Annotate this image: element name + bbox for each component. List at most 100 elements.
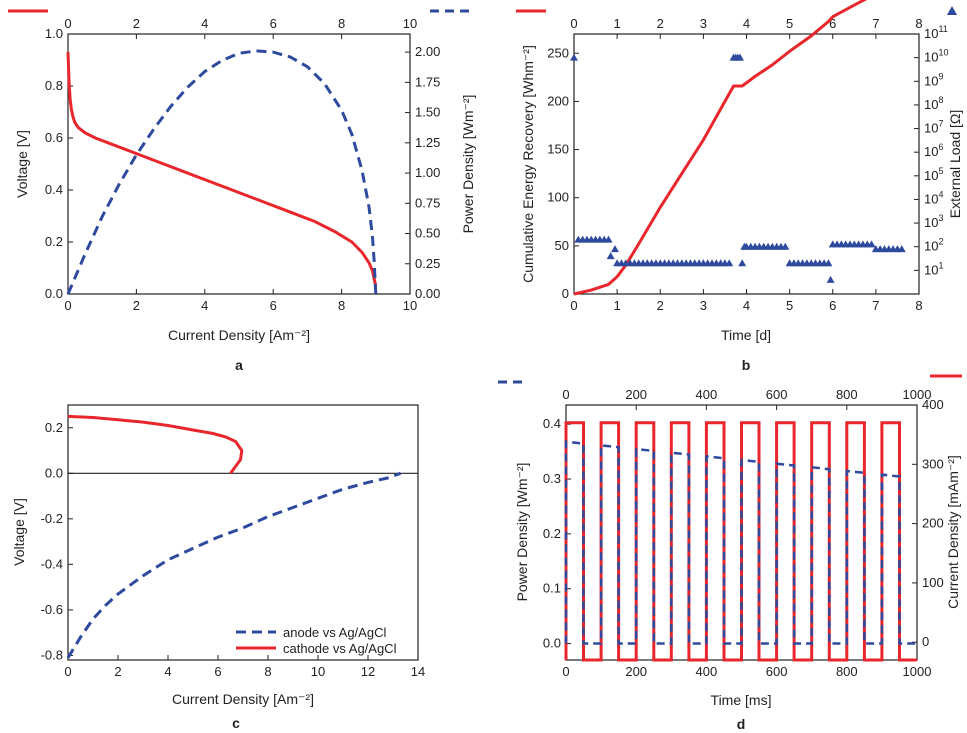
panel-b-xlabel: Time [d] <box>721 327 771 343</box>
panel-a-ytick-label: 1.0 <box>45 26 63 41</box>
panel-d-ytick-right-label: 300 <box>922 456 944 471</box>
panel-a-ytick-right-label: 0.75 <box>415 195 440 210</box>
panel-b-load-marker <box>867 240 876 248</box>
panel-d-ytick-label: 0.3 <box>543 471 561 486</box>
panel-a-ytick-right-label: 0.00 <box>415 286 440 301</box>
panel-a-ytick-label: 0.0 <box>45 286 63 301</box>
panel-d-top-xtick-label: 600 <box>766 387 788 402</box>
panel-d-ytick-right-label: 400 <box>922 397 944 412</box>
panel-d-xtick-label: 800 <box>836 664 858 679</box>
panel-b-ytick-label: 250 <box>547 45 569 60</box>
panel-d-xtick-label: 1000 <box>903 664 932 679</box>
panel-b-top-xtick-label: 8 <box>915 16 922 31</box>
panel-c-xtick-label: 10 <box>311 664 325 679</box>
panel-a: 0 2 4 6 8 10 0 2 4 6 8 10 0.0 0.2 0.4 0.6 0.8 1.0 0.00 0.25… <box>8 9 476 373</box>
panel-a-ytick-right-label: 0.50 <box>415 226 440 241</box>
panel-b-xtick-label: 6 <box>829 298 836 313</box>
panel-d-xtick-label: 600 <box>766 664 788 679</box>
panel-a-ytick-right-label: 0.25 <box>415 256 440 271</box>
panel-c-ytick-label: -0.2 <box>41 511 63 526</box>
panel-b-ytick-label: 50 <box>555 238 569 253</box>
legend-anode-label: anode vs Ag/AgCl <box>283 625 386 640</box>
panel-b-xtick-label: 7 <box>872 298 879 313</box>
panel-d-ytick-label: 0.0 <box>543 636 561 651</box>
panel-b-top-xtick-label: 7 <box>872 16 879 31</box>
panel-d-label: d <box>737 716 746 732</box>
panel-a-ticks: 0 2 4 6 8 10 0 2 4 6 8 10 0.0 0.2 0.4 0.6 0.8 1.0 0.00 0.25… <box>45 16 440 313</box>
panel-b-ytick-right-label: 109 <box>924 71 943 88</box>
panel-b-ticks: 0 1 2 3 4 5 6 7 8 0 1 2 3 4 5 6 7 8 0 50 100 150 200 250 101 102 1… <box>547 16 948 313</box>
panel-b-ytick-right-label: 101 <box>924 260 943 277</box>
panel-b-xtick-label: 3 <box>700 298 707 313</box>
panel-a-xtick-label: 8 <box>338 298 345 313</box>
panel-d-xtick-label: 0 <box>562 664 569 679</box>
panel-a-ylabel-left: Voltage [V] <box>14 130 30 198</box>
panel-b-xtick-label: 5 <box>786 298 793 313</box>
panel-b-xtick-label: 1 <box>614 298 621 313</box>
panel-d-ylabel-left: Power Density [Wm⁻²] <box>514 463 530 602</box>
panel-d-ytick-label: 0.2 <box>543 526 561 541</box>
panel-b-ytick-right-label: 103 <box>924 213 943 230</box>
panel-a-voltage-line <box>66 52 378 287</box>
panel-b-load-marker <box>570 53 578 61</box>
panel-d-xlabel: Time [ms] <box>711 692 772 708</box>
panel-a-ytick-label: 0.4 <box>45 182 63 197</box>
panel-d-ytick-label: 0.4 <box>543 416 561 431</box>
panel-b-ytick-label: 150 <box>547 142 569 157</box>
panel-a-xtick-label: 10 <box>403 298 417 313</box>
panel-b-top-xtick-label: 6 <box>829 16 836 31</box>
panel-a-top-xtick-label: 6 <box>270 16 277 31</box>
panel-b-xtick-label: 2 <box>657 298 664 313</box>
panel-b: 0 1 2 3 4 5 6 7 8 0 1 2 3 4 5 6 7 8 0 50 100 150 200 250 101 102 1… <box>516 0 963 373</box>
panel-b-ytick-label: 200 <box>547 93 569 108</box>
panel-b-load-marker <box>604 235 613 243</box>
panel-a-ylabel-right: Power Density [Wm⁻²] <box>460 95 476 234</box>
panel-a-ytick-right-label: 1.50 <box>415 105 440 120</box>
panel-d-ytick-label: 0.1 <box>543 581 561 596</box>
panel-c-xtick-label: 12 <box>361 664 375 679</box>
panel-c: 0 2 4 6 8 10 12 14 -0.8 -0.6 -0.4 -0.2 0.0 0.2 anode … <box>11 404 426 731</box>
panel-b-load-marker <box>826 275 835 283</box>
panel-a-top-xtick-label: 10 <box>403 16 417 31</box>
panel-b-load-markers <box>570 53 906 283</box>
panel-d-top-xtick-label: 1000 <box>903 387 932 402</box>
panel-a-top-xtick-label: 8 <box>338 16 345 31</box>
panel-a-xtick-label: 6 <box>270 298 277 313</box>
panel-b-load-marker <box>824 259 833 267</box>
panel-b-load-marker <box>738 259 747 267</box>
panel-c-legend: anode vs Ag/AgCl cathode vs Ag/AgCl <box>236 625 397 656</box>
panel-a-ytick-right-label: 1.75 <box>415 74 440 89</box>
panel-b-xtick-label: 8 <box>915 298 922 313</box>
panel-c-xtick-label: 4 <box>164 664 171 679</box>
panel-b-top-xtick-label: 2 <box>657 16 664 31</box>
panel-a-xtick-label: 2 <box>133 298 140 313</box>
panel-b-ytick-right-label: 102 <box>924 237 943 254</box>
panel-a-ytick-label: 0.2 <box>45 234 63 249</box>
panel-a-ytick-right-label: 1.25 <box>415 135 440 150</box>
panel-c-ytick-label: -0.6 <box>41 602 63 617</box>
panel-b-xtick-label: 0 <box>570 298 577 313</box>
panel-a-label: a <box>235 357 243 373</box>
panel-b-top-xtick-label: 3 <box>700 16 707 31</box>
panel-b-load-marker <box>725 259 734 267</box>
panel-b-xtick-label: 4 <box>743 298 750 313</box>
panel-b-ytick-right-label: 108 <box>924 95 943 112</box>
legend-cathode-label: cathode vs Ag/AgCl <box>283 641 397 656</box>
panel-a-ytick-label: 0.8 <box>45 78 63 93</box>
panel-b-frame <box>573 33 920 295</box>
panel-c-label: c <box>232 715 240 731</box>
panel-d-xtick-label: 200 <box>625 664 647 679</box>
panel-b-ytick-label: 0 <box>562 286 569 301</box>
panel-c-ticks: 0 2 4 6 8 10 12 14 -0.8 -0.6 -0.4 -0.2 0.0 0.2 <box>41 420 426 679</box>
panel-a-top-xtick-label: 2 <box>133 16 140 31</box>
panel-a-top-xtick-label: 4 <box>201 16 208 31</box>
panel-b-label: b <box>742 357 751 373</box>
panel-b-load-marker <box>610 245 619 253</box>
panel-b-top-xtick-label: 0 <box>570 16 577 31</box>
panel-c-xtick-label: 6 <box>214 664 221 679</box>
panel-b-top-legend-triangle <box>947 6 957 15</box>
panel-a-ytick-right-label: 1.00 <box>415 165 440 180</box>
panel-d-top-xtick-label: 400 <box>696 387 718 402</box>
